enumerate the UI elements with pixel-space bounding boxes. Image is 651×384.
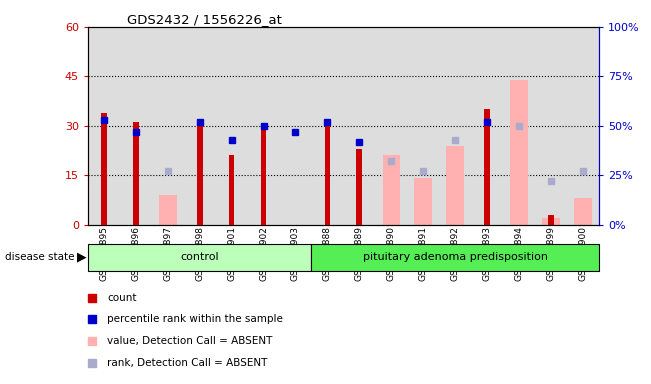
Bar — [357, 149, 362, 225]
Text: control: control — [180, 252, 219, 262]
Text: pituitary adenoma predisposition: pituitary adenoma predisposition — [363, 252, 547, 262]
Bar — [510, 79, 528, 225]
Text: rank, Detection Call = ABSENT: rank, Detection Call = ABSENT — [107, 358, 268, 368]
Text: GDS2432 / 1556226_at: GDS2432 / 1556226_at — [127, 13, 282, 26]
Text: ▶: ▶ — [77, 251, 87, 264]
Bar — [260, 126, 266, 225]
Bar — [383, 156, 400, 225]
Bar — [197, 122, 202, 225]
Text: disease state: disease state — [5, 252, 75, 262]
Text: percentile rank within the sample: percentile rank within the sample — [107, 314, 283, 324]
Bar — [101, 113, 107, 225]
Bar — [311, 244, 599, 271]
Bar — [484, 109, 490, 225]
Bar — [159, 195, 176, 225]
Bar — [574, 198, 592, 225]
Bar — [548, 215, 554, 225]
Text: count: count — [107, 293, 137, 303]
Bar — [229, 156, 234, 225]
Text: value, Detection Call = ABSENT: value, Detection Call = ABSENT — [107, 336, 273, 346]
Bar — [415, 179, 432, 225]
Bar — [88, 244, 311, 271]
Bar — [133, 122, 139, 225]
Bar — [542, 218, 560, 225]
Bar — [325, 119, 330, 225]
Bar — [447, 146, 464, 225]
